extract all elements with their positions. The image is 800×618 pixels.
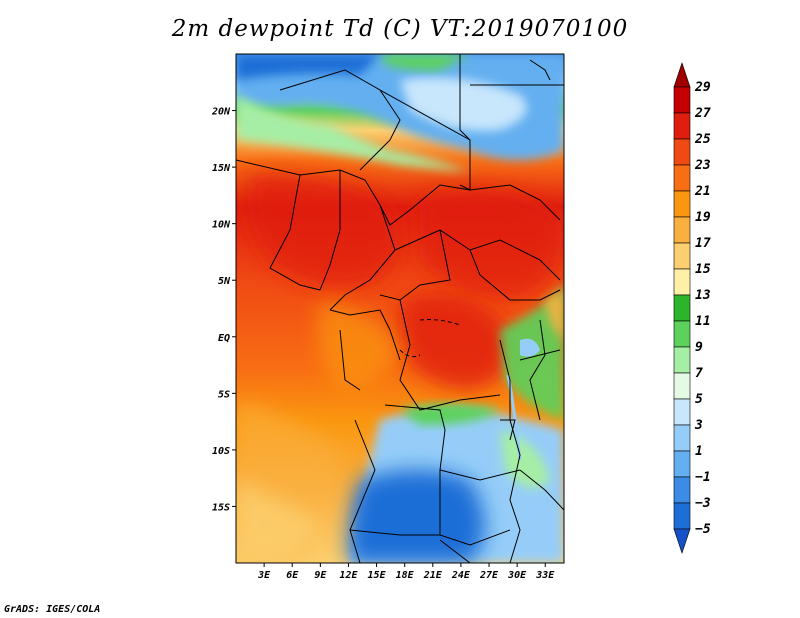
lat-tick-label: 15N bbox=[212, 163, 231, 174]
lat-tick-label: 5N bbox=[218, 276, 231, 287]
lon-tick-label: 6E bbox=[286, 570, 299, 581]
colorbar-label: 19 bbox=[695, 210, 711, 225]
lon-tick-label: 15E bbox=[368, 570, 387, 581]
colorbar-swatch bbox=[673, 112, 691, 140]
colorbar-swatch bbox=[673, 268, 691, 296]
colorbar-swatch bbox=[673, 502, 691, 530]
colorbar-swatch bbox=[673, 424, 691, 452]
colorbar-swatch bbox=[673, 398, 691, 426]
colorbar-label: 25 bbox=[694, 132, 711, 147]
lon-tick-label: 12E bbox=[339, 570, 358, 581]
lon-tick-label: 9E bbox=[314, 570, 327, 581]
lat-axis: 20N 15N 10N 5N EQ 5S 10S 15S bbox=[211, 107, 236, 513]
colorbar-swatch bbox=[673, 242, 691, 270]
colorbar-label: 1 bbox=[695, 444, 703, 459]
lat-tick-label: 20N bbox=[211, 107, 231, 118]
lat-tick-label: 15S bbox=[212, 502, 230, 513]
colorbar-swatch bbox=[673, 294, 691, 322]
colorbar-swatch bbox=[673, 320, 691, 348]
colorbar-label: −3 bbox=[695, 496, 711, 511]
colorbar-label: −1 bbox=[695, 470, 711, 485]
lon-tick-label: 30E bbox=[507, 570, 527, 581]
colorbar-swatch bbox=[673, 450, 691, 478]
lon-tick-label: 24E bbox=[451, 570, 471, 581]
colorbar-swatch bbox=[673, 62, 691, 88]
colorbar-swatch bbox=[673, 528, 691, 554]
lon-tick-label: 18E bbox=[396, 570, 415, 581]
lon-tick-label: 33E bbox=[535, 570, 555, 581]
map-frame bbox=[235, 53, 565, 564]
colorbar-label: 13 bbox=[695, 288, 711, 303]
colorbar-swatch bbox=[673, 190, 691, 218]
colorbar-label: −5 bbox=[695, 522, 711, 537]
lon-tick-label: 21E bbox=[423, 570, 443, 581]
colorbar-label: 3 bbox=[694, 418, 703, 433]
dewpoint-field bbox=[236, 54, 564, 563]
credit-text: GrADS: IGES/COLA bbox=[4, 604, 101, 615]
colorbar-swatch bbox=[673, 346, 691, 374]
colorbar-label: 9 bbox=[695, 340, 703, 355]
chart-title: 2m dewpoint Td (C) VT:2019070100 bbox=[171, 16, 629, 42]
colorbar-label: 27 bbox=[694, 106, 711, 121]
colorbar-swatch bbox=[673, 476, 691, 504]
colorbar-label: 11 bbox=[695, 314, 711, 329]
lat-tick-label: EQ bbox=[218, 333, 230, 344]
colorbar-label: 7 bbox=[695, 366, 703, 381]
lat-tick-label: 10S bbox=[212, 446, 230, 457]
colorbar-swatch bbox=[673, 86, 691, 114]
lon-tick-label: 3E bbox=[257, 570, 271, 581]
lon-tick-label: 27E bbox=[479, 570, 499, 581]
colorbar-label: 21 bbox=[694, 184, 711, 199]
colorbar-swatch bbox=[673, 164, 691, 192]
lon-axis: 3E 6E 9E 12E 15E 18E 21E 24E 27E 30E 33E bbox=[257, 563, 555, 581]
colorbar-label: 5 bbox=[695, 392, 703, 407]
country-borders bbox=[236, 54, 564, 563]
colorbar-label: 23 bbox=[694, 158, 711, 173]
colorbar-label: 17 bbox=[695, 236, 711, 251]
lat-tick-label: 10N bbox=[212, 220, 231, 231]
colorbar-swatch bbox=[673, 138, 691, 166]
colorbar-label: 15 bbox=[695, 262, 711, 277]
colorbar-swatch bbox=[673, 372, 691, 400]
lat-tick-label: 5S bbox=[218, 389, 230, 400]
colorbar-swatch bbox=[673, 216, 691, 244]
colorbar-label: 29 bbox=[694, 80, 711, 95]
